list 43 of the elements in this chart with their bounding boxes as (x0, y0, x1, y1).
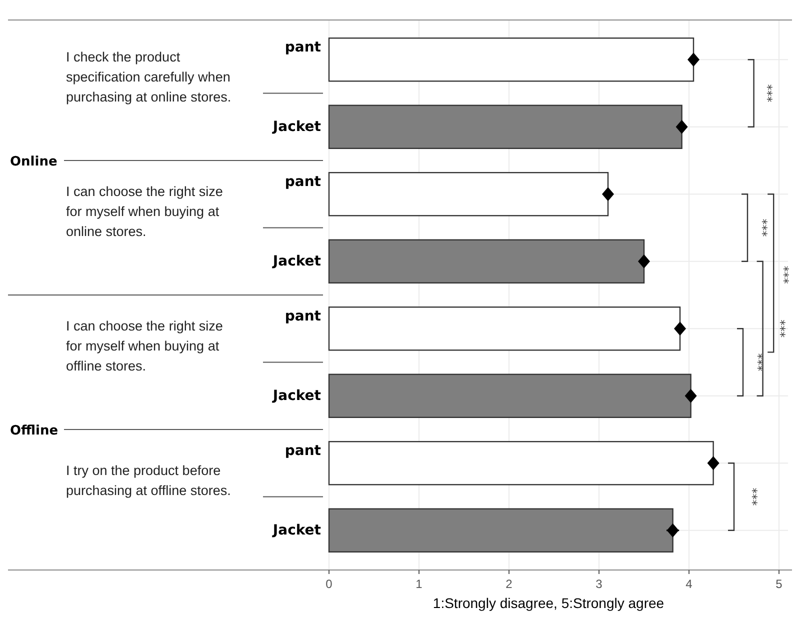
text: Online (10, 154, 58, 170)
x-tick-label: 0 (326, 577, 333, 591)
point (666, 523, 679, 538)
annotation: *** (750, 353, 765, 372)
point (707, 456, 720, 470)
point (688, 52, 700, 67)
annotation: *** (755, 218, 770, 237)
annotation: *** (745, 488, 760, 506)
y-tick-label: pant (284, 443, 322, 460)
point (684, 388, 697, 403)
bar (328, 374, 692, 418)
text: I can choose the right size for myself when buying at offline stores. (66, 318, 223, 374)
bar (328, 306, 681, 351)
text: Offline (10, 424, 58, 438)
y-tick-label: Jacket (272, 388, 322, 404)
bar (328, 508, 674, 552)
x-tick-label: 2 (506, 577, 513, 591)
bar (328, 104, 682, 149)
y-tick-label: pant (284, 40, 322, 56)
x-tick-label: 3 (596, 577, 603, 591)
annotation: *** (773, 320, 788, 338)
point (676, 120, 688, 134)
bar (328, 239, 645, 284)
bar (328, 38, 694, 82)
annotation: *** (776, 266, 791, 284)
text: I try on the product before purchasing at offline stores. (66, 462, 231, 498)
y-tick-label: Jacket (272, 253, 322, 270)
x-axis-title: 1:Strongly disagree, 5:Strongly agree (432, 595, 664, 611)
y-tick-label: pant (284, 174, 322, 190)
y-tick-label: pant (284, 308, 322, 325)
annotation: *** (760, 84, 775, 102)
point (602, 187, 614, 202)
x-tick-label: 5 (776, 577, 783, 591)
bar (328, 441, 714, 486)
y-tick-label: Jacket (272, 522, 322, 538)
x-tick-label: 1 (416, 577, 423, 591)
x-tick-label: 4 (686, 577, 693, 591)
point (674, 322, 686, 336)
text: I can choose the right size for myself when buying at online stores. (66, 184, 223, 239)
y-tick-label: Jacket (272, 118, 322, 135)
point (638, 254, 650, 268)
bar (328, 172, 609, 216)
text: I check the product specification carefully when purchasing at online stores. (66, 49, 232, 104)
